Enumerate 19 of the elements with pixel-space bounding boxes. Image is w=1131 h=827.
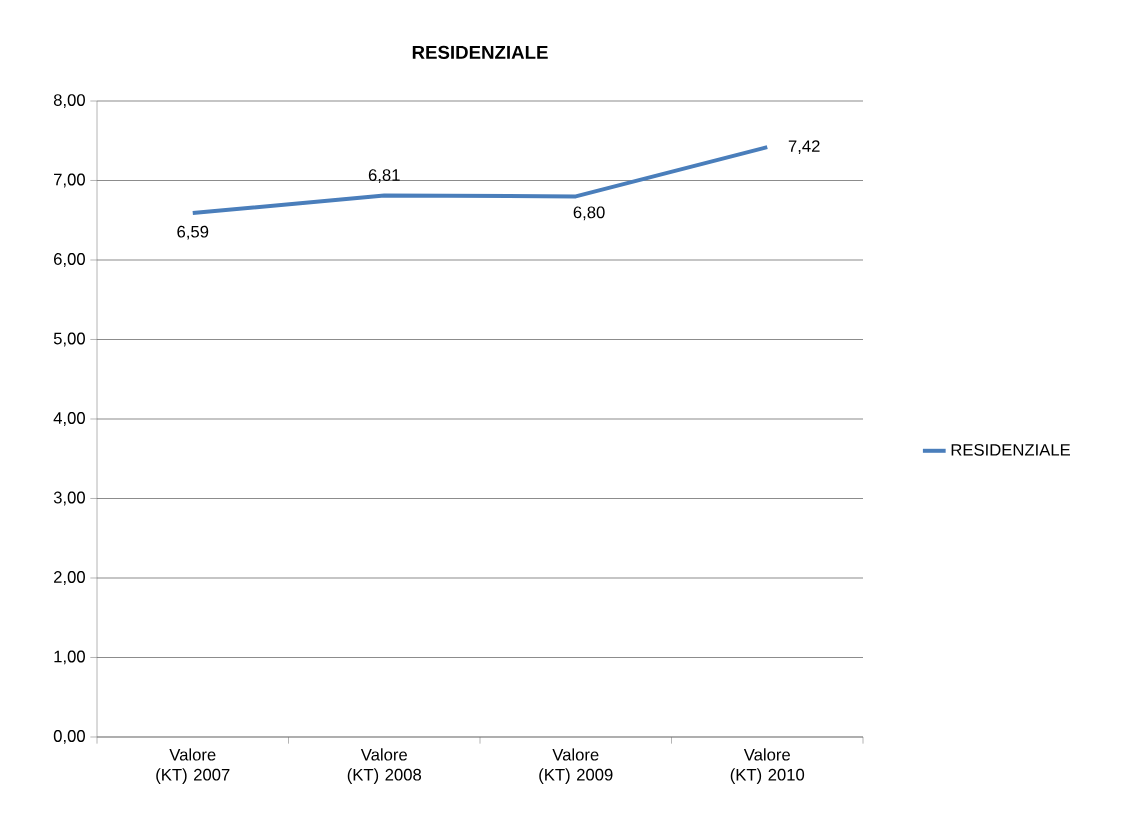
y-tick-label: 7,00 [54, 173, 85, 188]
x-tick-label: Valore (KT) 2010 [730, 748, 805, 784]
data-label: 6,81 [368, 169, 400, 183]
y-tick-label: 6,00 [54, 253, 85, 267]
chart-title: RESIDENZIALE [412, 45, 548, 59]
y-tick-label: 4,00 [53, 412, 85, 426]
y-tick-label: 8,00 [53, 94, 85, 108]
y-tick-label: 3,00 [53, 491, 85, 506]
x-tick-label: Valore (KT) 2007 [156, 748, 230, 784]
x-tick-label: Valore (KT) 2008 [347, 748, 422, 784]
data-label: 7,42 [788, 140, 820, 154]
legend-label: RESIDENZIALE [951, 443, 1070, 456]
y-tick-label: 0,00 [53, 730, 85, 744]
y-tick-label: 1,00 [54, 650, 85, 665]
y-tick-label: 5,00 [53, 332, 85, 347]
x-tick-label: Valore (KT) 2009 [539, 748, 613, 784]
data-label: 6,80 [573, 206, 605, 221]
data-label: 6,59 [177, 225, 209, 240]
y-tick-label: 2,00 [54, 571, 85, 585]
